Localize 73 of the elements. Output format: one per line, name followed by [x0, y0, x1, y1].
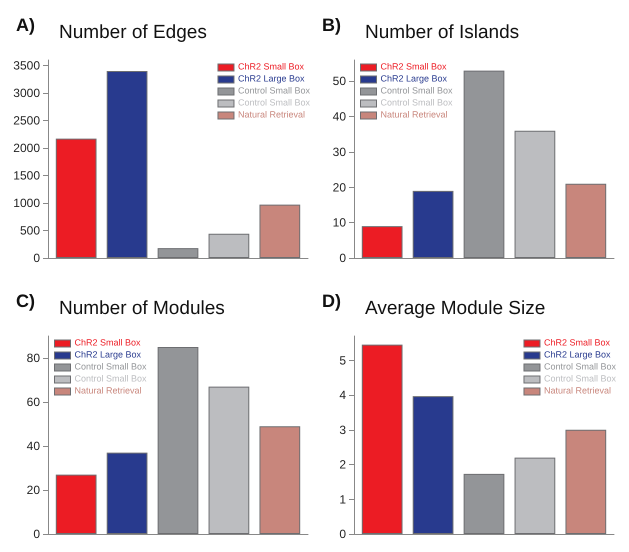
y-tick-label: 0: [33, 527, 40, 541]
bar: [464, 474, 504, 534]
bar: [514, 130, 556, 258]
y-tick-label: 3500: [13, 58, 40, 72]
y-tick-label: 30: [332, 144, 346, 159]
y-tick-label: 20: [332, 180, 346, 194]
legend-label: ChR2 Small Box: [238, 62, 304, 72]
y-tick-label: 3: [339, 422, 346, 437]
bar: [106, 452, 148, 534]
y-tick-label: 5: [339, 353, 346, 368]
bar: [514, 458, 556, 534]
legend-label: ChR2 Small Box: [544, 338, 610, 348]
legend-label: Natural Retrieval: [544, 386, 612, 396]
legend-label: Control Small Box: [380, 98, 454, 108]
legend-label: ChR2 Small Box: [74, 338, 142, 348]
legend-label: ChR2 Large Box: [380, 74, 448, 84]
bar: [259, 426, 300, 534]
legend-label: ChR2 Small Box: [380, 62, 448, 72]
bar: [362, 226, 403, 258]
chart-title: Average Module Size: [365, 298, 546, 319]
y-tick-label: 500: [20, 224, 40, 238]
bar: [565, 184, 606, 258]
bar: [259, 204, 300, 258]
legend-label: Control Small Box: [544, 374, 616, 384]
bar: [412, 396, 454, 534]
legend-label: Control Small Box: [238, 86, 310, 96]
chart-title: Number of Islands: [365, 22, 520, 43]
y-tick-label: 40: [26, 439, 40, 453]
legend-label: Control Small Box: [544, 362, 616, 372]
bar: [56, 138, 97, 258]
legend-label: Natural Retrieval: [238, 110, 306, 120]
legend-label: Control Small Box: [380, 86, 454, 96]
y-tick-label: 2500: [13, 114, 40, 128]
legend-label: ChR2 Large Box: [544, 350, 612, 360]
chart-title: Number of Edges: [59, 22, 207, 43]
bar: [158, 248, 198, 258]
y-tick-label: 1000: [13, 196, 40, 210]
y-tick-label: 80: [26, 351, 40, 365]
bar: [158, 347, 198, 534]
y-tick-label: 0: [33, 251, 40, 265]
bar: [56, 474, 97, 534]
bar: [565, 430, 606, 534]
y-tick-label: 40: [332, 110, 346, 124]
text: D): [322, 291, 341, 311]
bar: [464, 70, 504, 258]
y-tick-label: 50: [332, 74, 346, 88]
legend-label: Control Small Box: [74, 362, 148, 372]
bar: [208, 386, 250, 534]
legend-label: Natural Retrieval: [74, 386, 142, 396]
bar: [106, 71, 148, 258]
y-tick-label: 10: [332, 216, 346, 230]
y-tick-label: 1500: [13, 168, 40, 182]
y-tick-label: 4: [339, 388, 346, 402]
legend-label: ChR2 Large Box: [238, 74, 306, 84]
y-tick-label: 60: [26, 395, 40, 409]
legend-label: Control Small Box: [238, 98, 310, 108]
y-tick-label: 2000: [13, 141, 40, 155]
bar: [362, 344, 403, 534]
y-tick-label: 0: [339, 251, 346, 265]
y-tick-label: 20: [26, 483, 40, 497]
legend-label: ChR2 Large Box: [74, 350, 142, 360]
text: B): [322, 15, 341, 35]
y-tick-label: 1: [339, 492, 346, 506]
bar: [412, 190, 454, 258]
text: C): [16, 291, 35, 311]
text: A): [16, 15, 35, 35]
y-tick-label: 0: [339, 527, 346, 541]
legend-label: Natural Retrieval: [380, 110, 448, 120]
y-tick-label: 2: [339, 458, 346, 472]
y-tick-label: 3000: [13, 86, 40, 100]
chart-title: Number of Modules: [59, 298, 225, 319]
bar: [208, 234, 250, 258]
legend-label: Control Small Box: [74, 374, 148, 384]
